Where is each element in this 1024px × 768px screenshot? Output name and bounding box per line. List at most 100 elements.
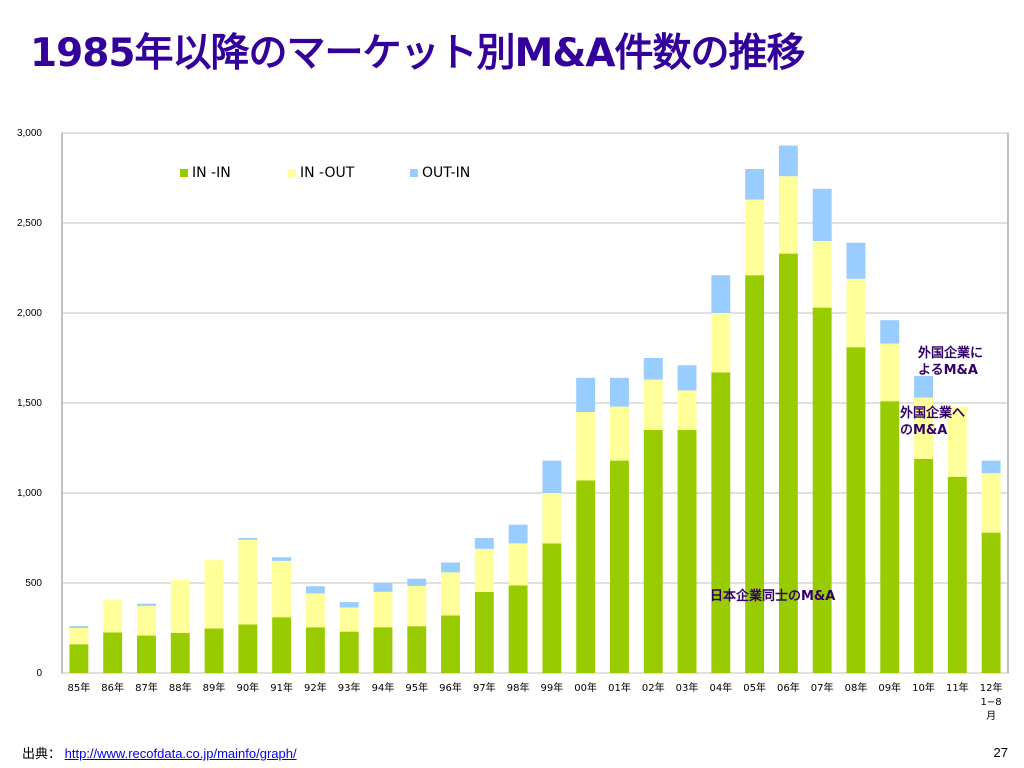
- x-tick-label: 91年: [270, 681, 293, 694]
- source-label: 出典：: [22, 746, 62, 761]
- bar-segment-in-in: [238, 624, 258, 673]
- x-tick-label: 05年: [743, 681, 766, 694]
- bar-segment-in-out: [339, 607, 359, 632]
- bar-segment-in-in: [474, 592, 494, 673]
- y-tick-label: 1,500: [17, 398, 42, 409]
- x-tick-label: 08年: [845, 681, 868, 694]
- bar-segment-in-out: [542, 493, 562, 544]
- bar-segment-out-in: [981, 460, 1001, 474]
- y-tick-label: 0: [36, 668, 42, 679]
- bar-segment-out-in: [238, 538, 258, 540]
- x-tick-label: 94年: [372, 681, 395, 694]
- x-tick-label: 87年: [135, 681, 158, 694]
- page-number: 27: [993, 745, 1008, 760]
- bar-segment-out-in: [846, 242, 866, 279]
- bar-segment-in-in: [542, 543, 562, 673]
- bar-segment-in-out: [238, 539, 258, 625]
- bar-segment-in-out: [914, 397, 933, 459]
- x-tick-label: 96年: [439, 681, 462, 694]
- x-tick-label: 85年: [68, 681, 91, 694]
- bar-segment-in-in: [407, 626, 427, 673]
- x-tick-label: 95年: [405, 681, 428, 694]
- bar-segment-in-out: [272, 560, 292, 618]
- bar-segment-out-in: [305, 586, 325, 594]
- legend-label: IN -IN: [192, 165, 231, 181]
- bar-segment-in-in: [204, 628, 224, 673]
- y-tick-label: 500: [25, 578, 42, 589]
- source-link[interactable]: http://www.recofdata.co.jp/mainfo/graph/: [64, 746, 297, 761]
- y-tick-label: 2,500: [17, 218, 42, 229]
- bar-segment-in-out: [373, 591, 393, 628]
- x-tick-label: 03年: [676, 681, 699, 694]
- bar-segment-in-out: [103, 599, 123, 633]
- bar-segment-out-in: [745, 169, 765, 200]
- bar-segment-in-in: [170, 632, 190, 673]
- x-tick-label: 88年: [169, 681, 192, 694]
- bar-segment-out-in: [812, 188, 832, 241]
- bar-segment-out-in: [880, 320, 900, 344]
- x-tick-label: 11年: [946, 681, 969, 694]
- bar-segment-in-in: [846, 347, 866, 673]
- bar-layer: [69, 145, 1001, 673]
- source-citation: 出典： http://www.recofdata.co.jp/mainfo/gr…: [22, 743, 297, 762]
- x-tick-label: 99年: [541, 681, 564, 694]
- bar-segment-in-in: [69, 644, 89, 673]
- x-tick-label: 92年: [304, 681, 327, 694]
- bar-segment-out-in: [778, 145, 798, 177]
- bar-segment-in-in: [305, 627, 325, 673]
- bar-segment-in-out: [711, 313, 731, 373]
- bar-segment-in-in: [981, 532, 1001, 673]
- annotation-in-out: 外国企業へ のM&A: [900, 406, 966, 438]
- bar-segment-in-in: [711, 372, 731, 673]
- bar-segment-in-in: [778, 253, 798, 673]
- bar-segment-in-in: [576, 480, 596, 673]
- bar-segment-in-in: [137, 635, 156, 673]
- slide-title: 1985年以降のマーケット別M&A件数の推移: [30, 31, 806, 76]
- bar-segment-out-in: [69, 626, 89, 628]
- bar-segment-in-out: [441, 572, 460, 616]
- bar-segment-in-in: [103, 632, 123, 673]
- bar-segment-in-out: [69, 628, 89, 645]
- bar-segment-out-in: [474, 538, 494, 549]
- bar-segment-in-out: [812, 241, 832, 308]
- bar-segment-out-in: [441, 562, 460, 573]
- bar-segment-in-in: [441, 615, 460, 673]
- bar-segment-in-in: [643, 430, 663, 673]
- x-tick-label: 12年 1−8 月: [980, 681, 1003, 722]
- y-tick-label: 2,000: [17, 308, 42, 319]
- legend-label: OUT-IN: [422, 165, 470, 181]
- annotation-out-in: 外国企業に よるM&A: [918, 346, 984, 378]
- x-tick-label: 04年: [709, 681, 732, 694]
- y-tick-label: 3,000: [17, 128, 42, 139]
- bar-segment-out-in: [643, 358, 663, 380]
- bar-segment-out-in: [542, 460, 562, 493]
- bar-segment-in-in: [947, 476, 967, 673]
- bar-segment-in-in: [745, 275, 765, 673]
- bar-segment-out-in: [373, 582, 393, 592]
- bar-segment-in-out: [474, 548, 494, 592]
- bar-segment-in-out: [508, 543, 528, 586]
- legend-swatch: [180, 169, 188, 177]
- x-tick-label: 00年: [574, 681, 597, 694]
- bar-segment-in-out: [610, 406, 629, 461]
- bar-segment-in-in: [914, 458, 933, 673]
- legend: IN -IN IN -OUT OUT-IN: [180, 165, 470, 181]
- bar-segment-out-in: [914, 376, 933, 398]
- bar-segment-in-out: [305, 593, 325, 628]
- bar-segment-in-out: [170, 580, 190, 633]
- x-tick-label: 86年: [101, 681, 124, 694]
- bar-segment-in-out: [846, 278, 866, 348]
- bar-segment-in-out: [981, 473, 1001, 533]
- bar-segment-in-in: [610, 460, 629, 673]
- bar-segment-in-in: [272, 617, 292, 673]
- bar-segment-out-in: [137, 603, 156, 606]
- bar-segment-out-in: [407, 578, 427, 586]
- bar-segment-in-in: [812, 307, 832, 673]
- bar-segment-in-out: [643, 379, 663, 430]
- x-tick-label: 90年: [236, 681, 259, 694]
- bar-segment-in-out: [407, 585, 427, 627]
- x-tick-label: 98年: [507, 681, 530, 694]
- bar-segment-in-out: [204, 560, 224, 629]
- x-tick-label: 09年: [878, 681, 901, 694]
